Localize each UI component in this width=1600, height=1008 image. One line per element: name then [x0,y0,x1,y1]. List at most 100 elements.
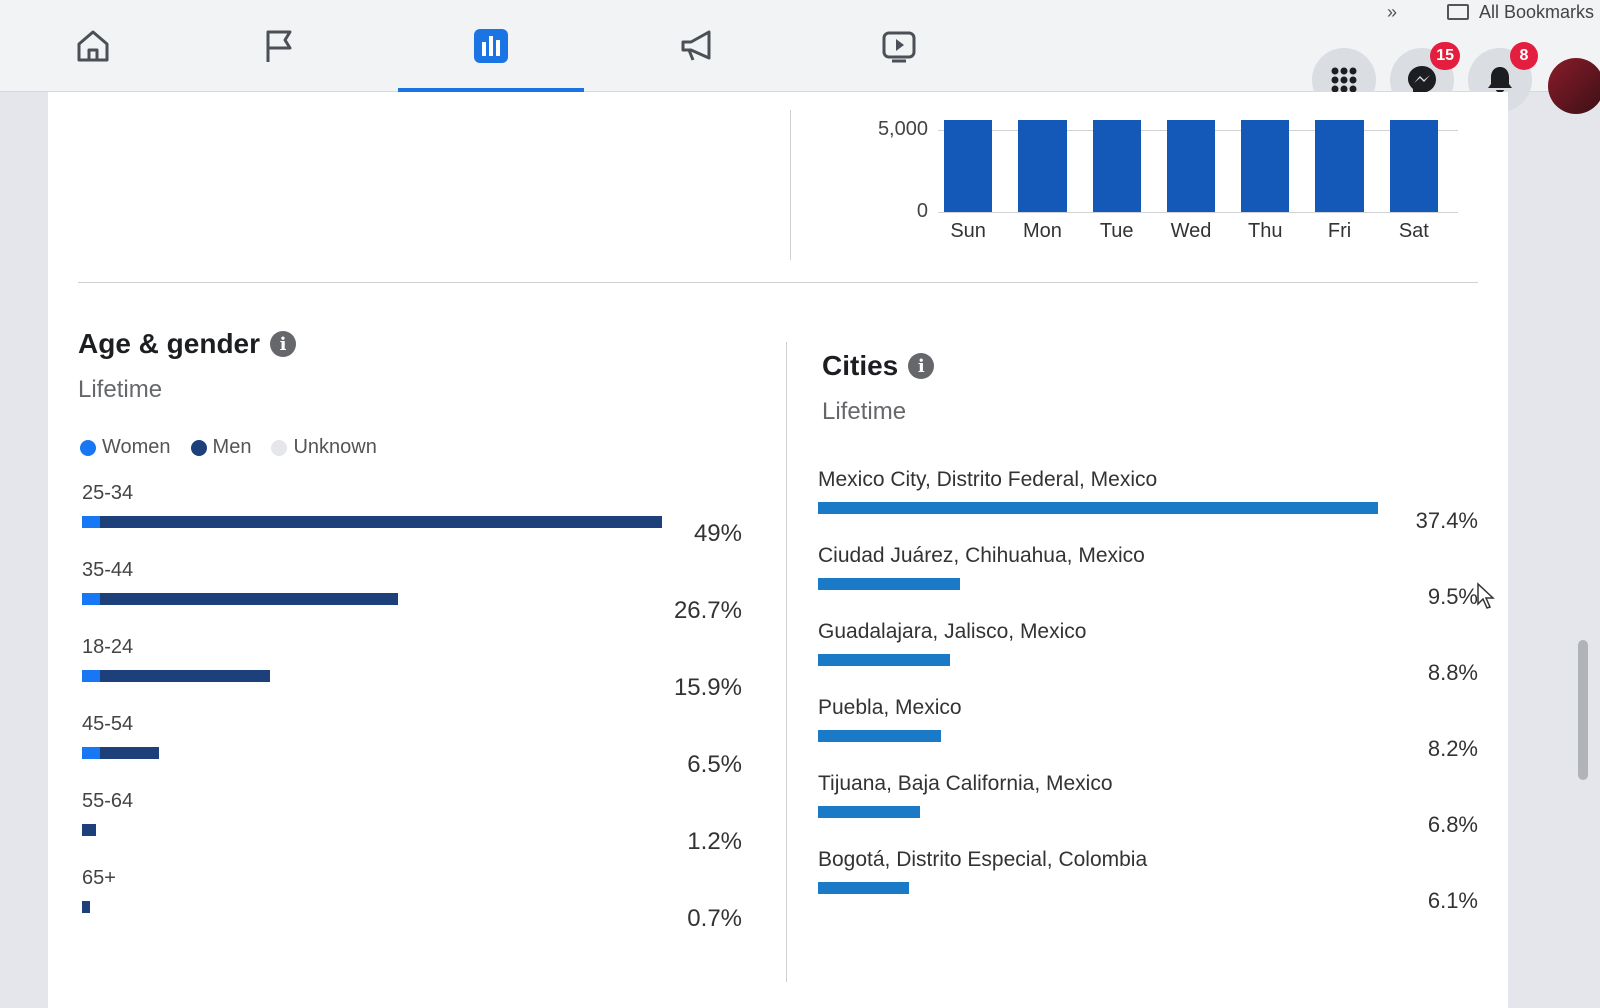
city-label: Bogotá, Distrito Especial, Colombia [818,848,1148,871]
bar-track [818,654,1378,666]
age-group-bar[interactable] [82,516,662,528]
cities-subtitle: Lifetime [822,398,907,425]
city-bar[interactable] [818,730,941,742]
flag-icon [266,30,292,62]
grid-menu-icon [1331,67,1357,93]
city-percent: 8.8% [1427,660,1478,685]
bar-track [818,502,1378,514]
notifications-badge: 8 [1510,42,1538,70]
age-group-row: 65+ 0.7% [82,867,742,943]
city-percent: 9.5% [1427,584,1478,609]
age-gender-legend: Women Men Unknown [80,436,377,459]
tab-watch[interactable] [806,0,992,92]
legend-item: Unknown [271,436,377,459]
weekday-bar[interactable] [1315,120,1364,212]
tab-pages[interactable] [186,0,372,92]
info-icon[interactable]: i [270,331,297,357]
age-group-percent: 49% [693,520,742,547]
age-group-row: 45-54 6.5% [82,713,742,789]
avatar[interactable] [1548,58,1600,114]
city-bar[interactable] [818,806,920,818]
legend-item: Women [80,436,171,459]
city-percent: 6.8% [1427,812,1478,837]
legend-dot [190,439,207,456]
divider [78,282,1478,283]
weekday-bar[interactable] [1018,120,1067,212]
bar-track [82,824,662,836]
age-group-bar[interactable] [82,901,91,913]
tab-home[interactable] [0,0,186,92]
x-tick-label: Wed [1170,220,1212,242]
age-group-bar[interactable] [82,670,271,682]
weekday-bar[interactable] [944,120,993,212]
x-tick-label: Mon [1022,220,1062,242]
bookmarks-overflow-chevron[interactable]: » [1386,1,1397,22]
cities-title: Cities [822,350,899,381]
messenger-badge: 15 [1430,42,1460,70]
x-tick-label: Sat [1398,220,1429,242]
bell-icon [1488,67,1512,93]
age-gender-subtitle: Lifetime [78,376,163,403]
city-label: Puebla, Mexico [818,696,962,719]
city-row: Puebla, Mexico 8.2% [818,696,1478,772]
age-group-percent: 6.5% [687,751,742,778]
age-group-label: 35-44 [82,559,134,581]
city-bar[interactable] [818,578,961,590]
y-tick-label: 0 [916,200,928,222]
bookmarks-bar: » All Bookmarks [1387,0,1600,24]
weekday-bar[interactable] [1092,120,1141,212]
city-label: Tijuana, Baja California, Mexico [818,772,1113,795]
city-percent: 6.1% [1427,888,1478,913]
city-bar[interactable] [818,502,1378,514]
messenger-icon [1408,66,1436,95]
city-row: Tijuana, Baja California, Mexico 6.8% [818,772,1478,848]
weekday-bar[interactable] [1241,120,1290,212]
city-row: Ciudad Juárez, Chihuahua, Mexico 9.5% [818,544,1478,620]
divider [790,110,791,260]
age-group-label: 65+ [82,867,116,889]
bar-chart-icon [474,29,508,63]
legend-label: Women [102,436,171,458]
age-group-label: 55-64 [82,790,134,812]
age-group-percent: 1.2% [687,828,742,855]
legend-dot [271,439,288,456]
video-icon [882,31,916,63]
city-label: Mexico City, Distrito Federal, Mexico [818,468,1158,491]
x-tick-label: Sun [950,220,986,242]
age-group-percent: 15.9% [673,674,742,701]
age-group-row: 18-24 15.9% [82,636,742,712]
age-group-bar[interactable] [82,747,159,759]
insights-card: 5,000 0 Sun Mon Tue Wed Thu Fri Sat Age & gender… [48,92,1508,1008]
age-group-label: 25-34 [82,482,134,504]
tab-ads[interactable] [604,0,790,92]
weekday-bar[interactable] [1389,120,1438,212]
age-group-row: 55-64 1.2% [82,790,742,866]
bar-track [82,747,662,759]
city-bar[interactable] [818,654,950,666]
folder-icon [1446,4,1469,20]
city-label: Guadalajara, Jalisco, Mexico [818,620,1087,643]
women-segment [82,747,100,759]
weekday-chart: 5,000 0 Sun Mon Tue Wed Thu Fri Sat [848,112,1468,262]
bar-track [818,882,1378,894]
tab-insights[interactable] [398,0,584,92]
age-gender-heading: Age & gender i [78,328,297,360]
women-segment [82,593,100,605]
weekday-bar[interactable] [1166,120,1216,212]
city-bar[interactable] [818,882,910,894]
city-row: Guadalajara, Jalisco, Mexico 8.8% [818,620,1478,696]
age-group-row: 25-34 49% [82,482,742,558]
all-bookmarks-link[interactable]: All Bookmarks [1478,1,1594,22]
x-tick-label: Tue [1099,220,1134,242]
legend-label: Unknown [293,436,377,458]
info-icon[interactable]: i [908,353,935,379]
mouse-cursor-icon [1477,582,1495,609]
scrollbar[interactable] [1578,640,1588,780]
bar-track [818,730,1378,742]
city-percent: 37.4% [1415,508,1478,533]
age-group-bar[interactable] [82,824,97,836]
age-gender-title: Age & gender [78,328,261,359]
city-row: Bogotá, Distrito Especial, Colombia 6.1% [818,848,1478,924]
age-group-bar[interactable] [82,593,399,605]
gridline [938,212,1458,213]
